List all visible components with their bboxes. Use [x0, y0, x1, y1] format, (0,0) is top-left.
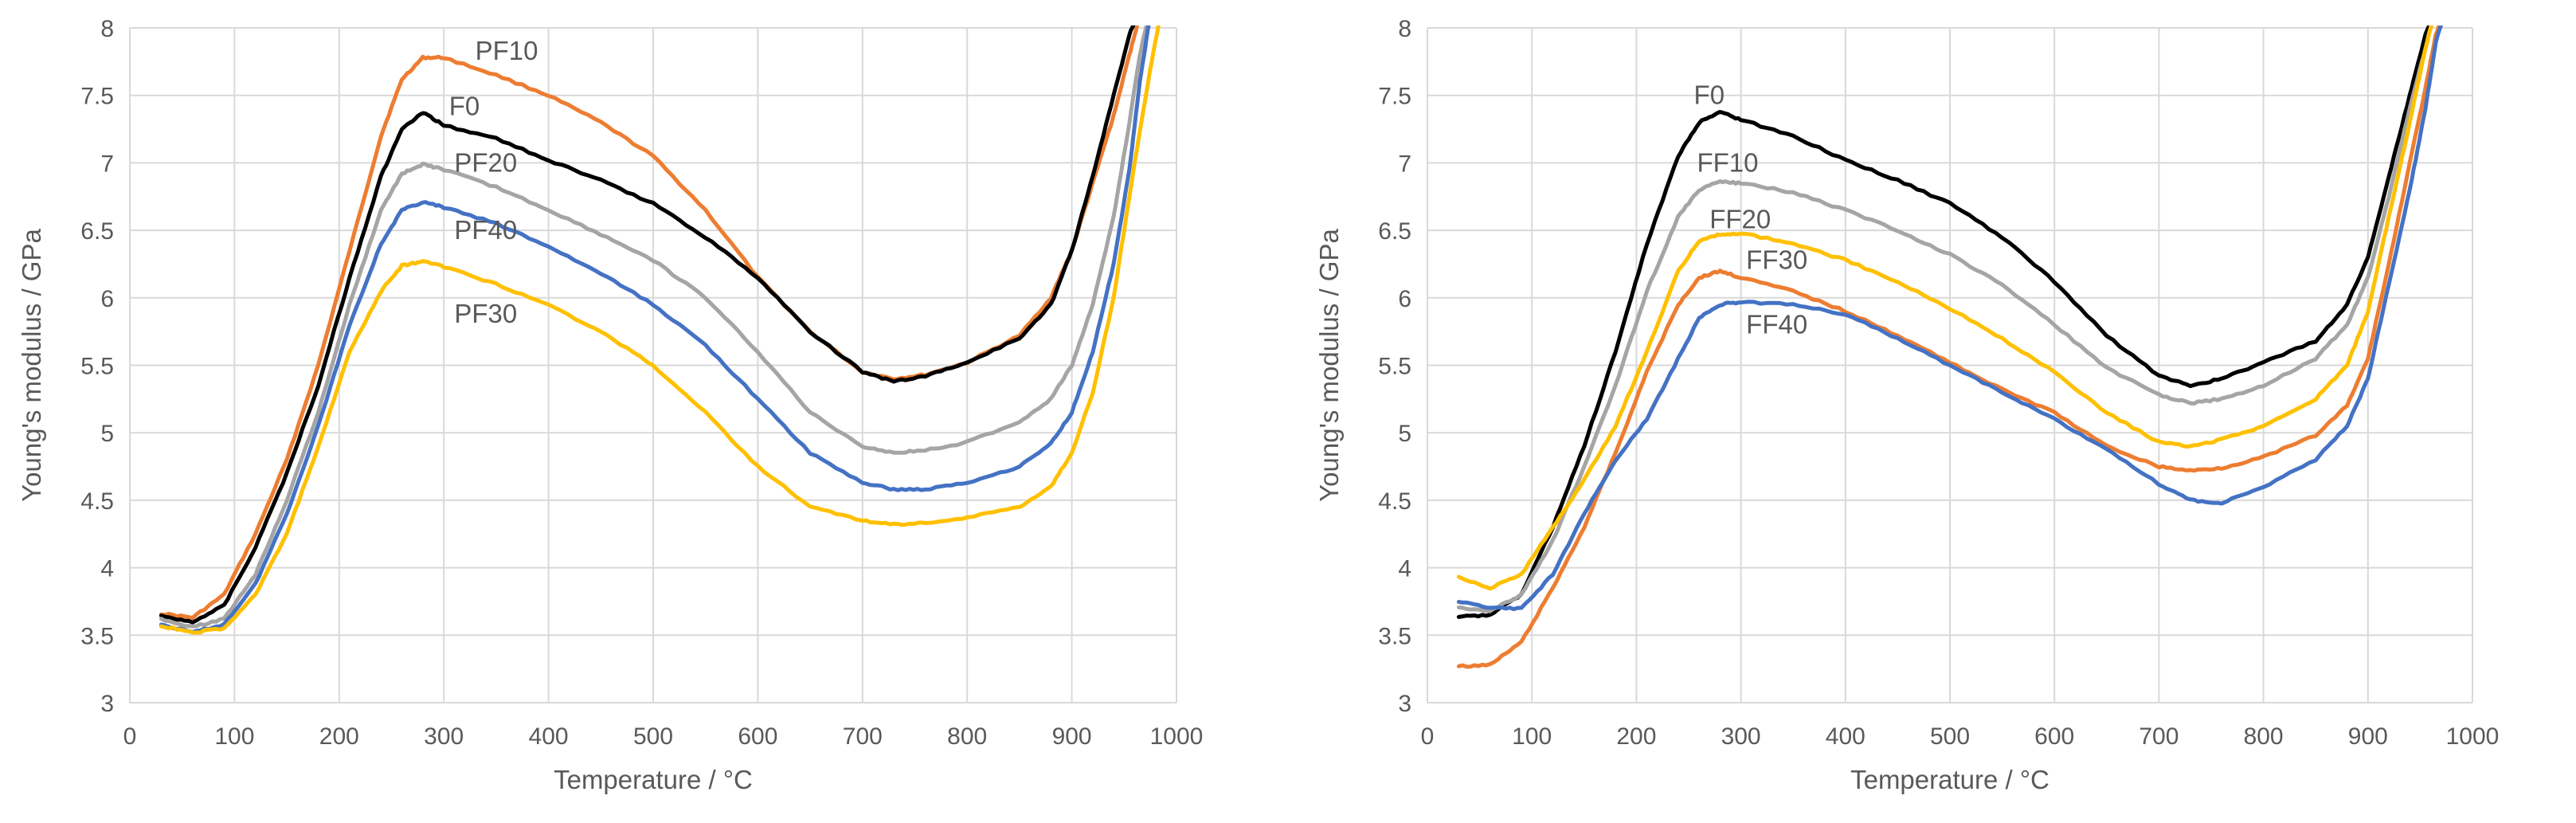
- right-x-tick-label: 1000: [2446, 723, 2500, 750]
- right-y-tick-label: 5: [1398, 421, 1411, 447]
- left-series-line-pf40: [159, 25, 1151, 634]
- right-y-tick-label: 7: [1398, 151, 1411, 177]
- right-series-line-ff40: [1456, 25, 2444, 612]
- left-x-tick-label: 0: [123, 723, 137, 750]
- right-y-tick-label: 3: [1398, 691, 1411, 717]
- left-y-tick-label: 6: [100, 286, 114, 312]
- left-y-tick-label: 3: [100, 691, 114, 717]
- right-x-tick-label: 300: [1721, 723, 1761, 750]
- left-x-tick-label: 600: [738, 723, 777, 750]
- right-x-tick-label: 200: [1616, 723, 1656, 750]
- left-x-tick-label: 700: [843, 723, 883, 750]
- right-series-line-f0: [1456, 25, 2432, 619]
- left-series-label-pf40: PF40: [454, 215, 517, 245]
- right-series-label-f0: F0: [1694, 80, 1725, 110]
- right-y-tick-label: 4: [1398, 556, 1411, 582]
- right-y-axis-title: Young's modulus / GPa: [1314, 229, 1344, 502]
- left-series-line-pf30: [159, 25, 1161, 635]
- left-y-tick-label: 7: [100, 151, 114, 177]
- right-series-label-ff10: FF10: [1697, 147, 1758, 177]
- left-x-tick-label: 100: [214, 723, 254, 750]
- left-series-label-pf10: PF10: [476, 36, 538, 65]
- left-series-line-pf10: [159, 25, 1139, 621]
- left-y-tick-label: 6.5: [80, 218, 114, 245]
- right-series-line-ff10: [1456, 25, 2434, 613]
- chart-right: 3 3.5 4 4.5 5 5.5 6 6.5 7 7.5 8 0 100 200 300 400 500 600…: [1288, 0, 2576, 823]
- left-x-tick-label: 500: [633, 723, 673, 750]
- right-x-tick-label: 0: [1421, 723, 1435, 750]
- left-y-tick-label: 7.5: [80, 84, 114, 110]
- chart-left: 3 3.5 4 4.5 5 5.5 6 6.5 7 7.5 8 0 100 200 300 400 500 600…: [17, 16, 1204, 794]
- left-x-tick-label: 400: [529, 723, 569, 750]
- left-y-tick-label: 5: [100, 421, 114, 447]
- left-y-tick-label: 3.5: [80, 623, 114, 649]
- left-y-tick-label: 4.5: [80, 488, 114, 515]
- right-x-tick-label: 900: [2348, 723, 2388, 750]
- right-y-tick-label: 5.5: [1378, 354, 1411, 380]
- chart-left-svg: 3 3.5 4 4.5 5 5.5 6 6.5 7 7.5 8 0 100 200 300 400 500 600…: [17, 16, 1204, 794]
- left-y-tick-label: 4: [100, 556, 114, 582]
- right-series-label-ff20: FF20: [1709, 205, 1771, 234]
- right-x-tick-label: 600: [2034, 723, 2074, 750]
- left-y-tick-label: 5.5: [80, 354, 114, 380]
- right-x-tick-label: 400: [1826, 723, 1865, 750]
- right-series-label-ff30: FF30: [1746, 245, 1807, 274]
- right-x-tick-label: 500: [1930, 723, 1970, 750]
- right-x-axis-title: Temperature / °C: [1850, 765, 2049, 794]
- right-series-line-ff20: [1456, 25, 2433, 591]
- left-series-line-f0: [159, 25, 1136, 625]
- right-y-tick-label: 3.5: [1378, 623, 1411, 649]
- left-series-label-f0: F0: [449, 91, 480, 120]
- right-series-label-ff40: FF40: [1746, 310, 1807, 339]
- left-y-tick-label: 8: [100, 16, 114, 42]
- left-series-label-pf30: PF30: [454, 299, 517, 328]
- right-x-tick-label: 700: [2139, 723, 2179, 750]
- left-x-tick-label: 200: [319, 723, 359, 750]
- right-y-tick-label: 4.5: [1378, 488, 1411, 515]
- left-x-axis-title: Temperature / °C: [554, 765, 753, 794]
- right-y-tick-label: 8: [1398, 16, 1411, 42]
- left-y-axis-title: Young's modulus / GPa: [17, 229, 46, 502]
- left-x-tick-label: 800: [947, 723, 987, 750]
- left-x-tick-label: 300: [424, 723, 464, 750]
- right-x-tick-label: 800: [2244, 723, 2284, 750]
- chart-right-svg: 3 3.5 4 4.5 5 5.5 6 6.5 7 7.5 8 0 100 200 300 400 500 600…: [1314, 16, 2500, 794]
- right-x-tick-label: 100: [1512, 723, 1552, 750]
- right-y-tick-label: 6.5: [1378, 218, 1411, 245]
- right-y-tick-label: 7.5: [1378, 84, 1411, 110]
- left-series-label-pf20: PF20: [454, 147, 517, 177]
- right-y-tick-label: 6: [1398, 286, 1411, 312]
- left-x-tick-label: 1000: [1150, 723, 1204, 750]
- left-series-line-pf20: [159, 25, 1149, 629]
- left-x-tick-label: 900: [1052, 723, 1092, 750]
